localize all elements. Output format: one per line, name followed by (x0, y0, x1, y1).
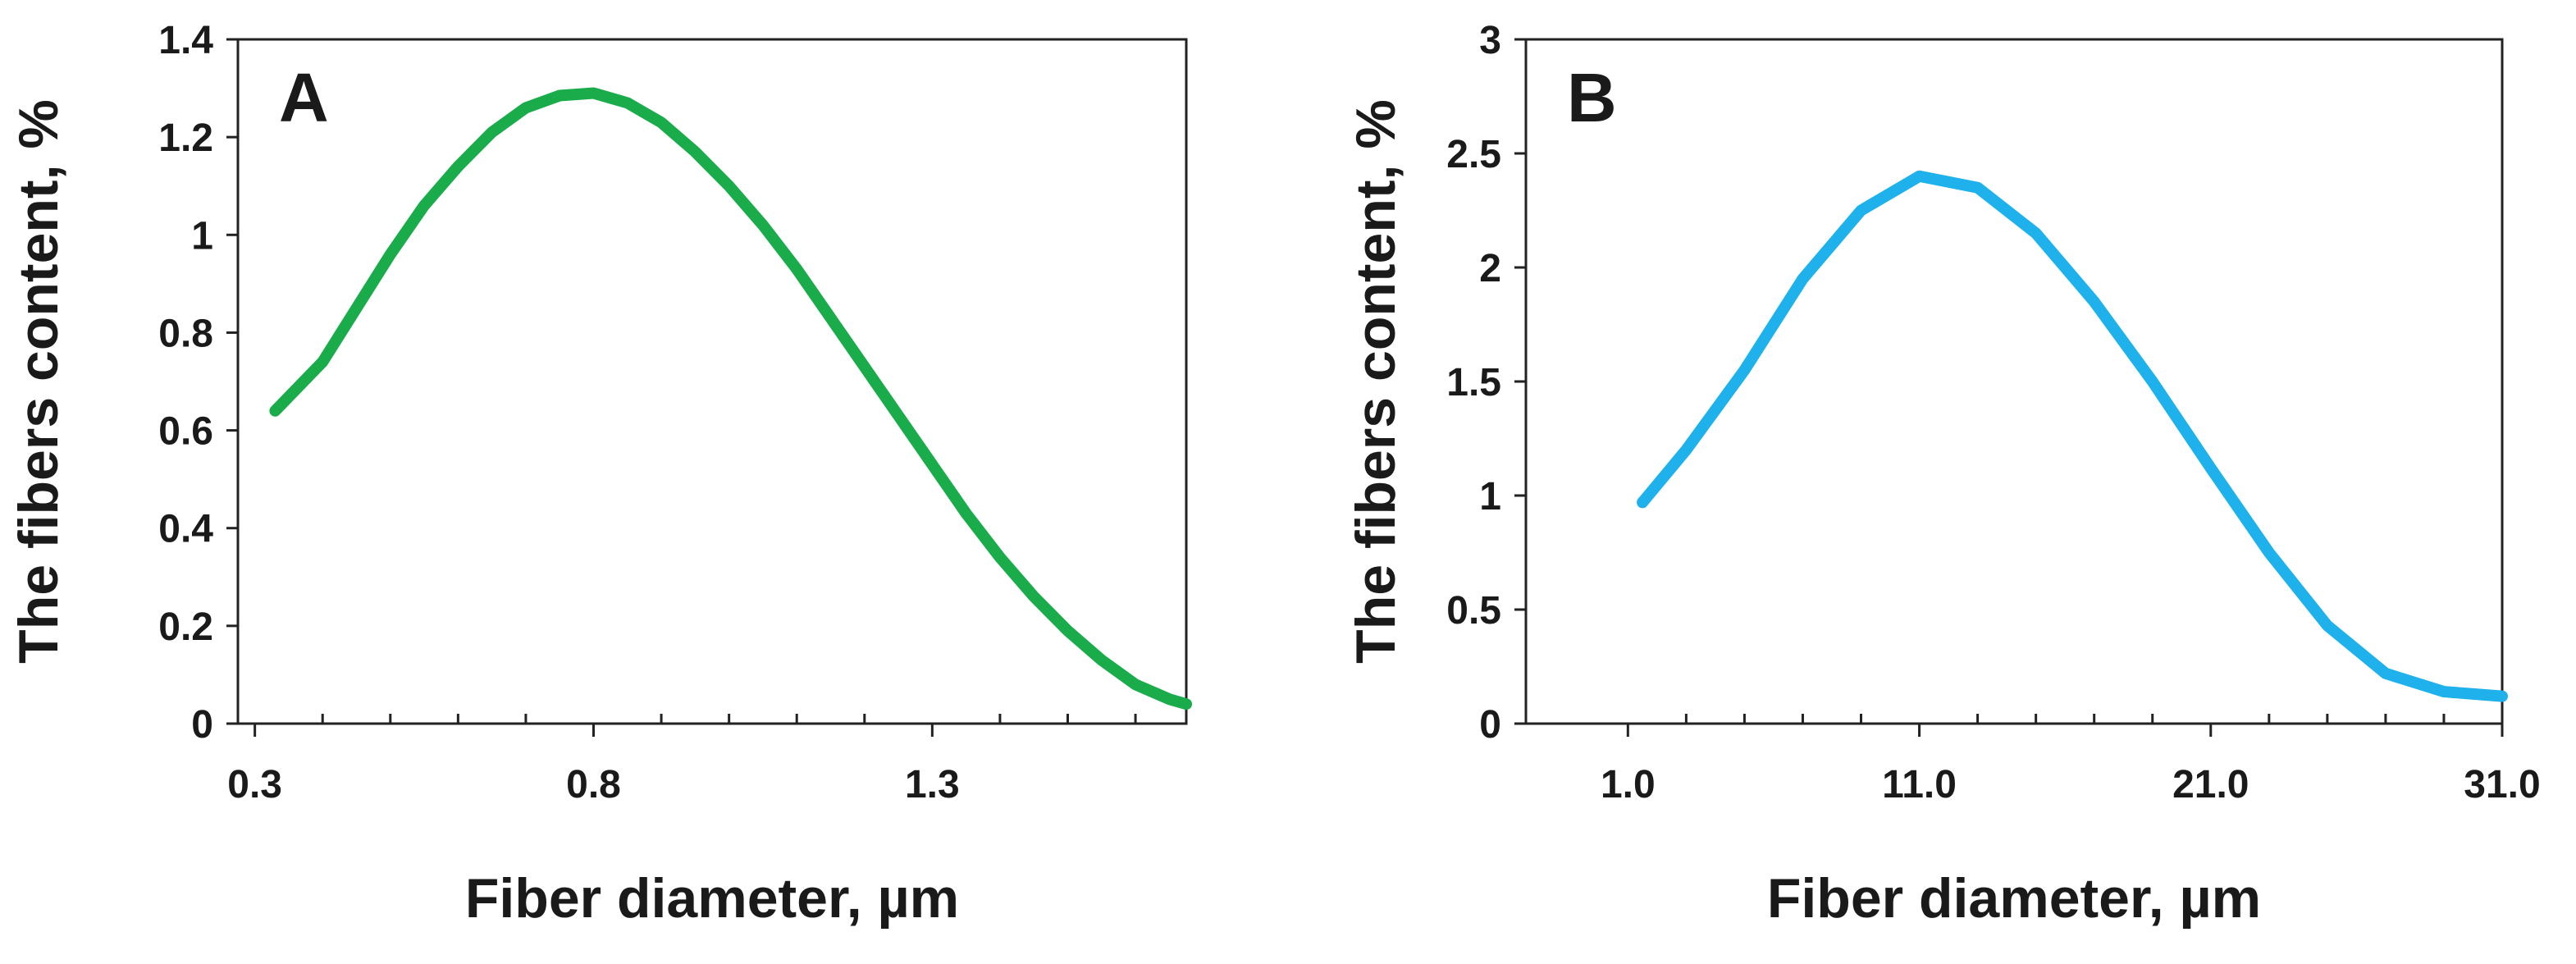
x-tick-label: 31.0 (2464, 763, 2540, 806)
line-series (269, 87, 1192, 710)
y-tick-label: 0.5 (1446, 589, 1501, 633)
x-tick-label: 0.3 (227, 763, 282, 806)
x-axis-title: Fiber diameter, µm (1767, 867, 2261, 930)
y-tick-label: 1.5 (1446, 361, 1501, 404)
y-tick-label: 0.2 (158, 605, 213, 649)
panel-letter: B (1567, 59, 1617, 136)
plot-frame (236, 38, 1188, 725)
y-tick-label: 1 (191, 214, 213, 258)
y-axis-title: The fibers content, % (1345, 99, 1407, 664)
x-tick-label: 1.0 (1601, 763, 1656, 806)
y-tick-label: 0 (191, 703, 213, 747)
y-tick-label: 3 (1479, 19, 1501, 62)
x-tick-label: 1.3 (905, 763, 960, 806)
y-tick-label: 2 (1479, 247, 1501, 290)
x-axis-title: Fiber diameter, µm (465, 867, 959, 930)
y-tick-label: 0.4 (158, 508, 213, 551)
y-tick-label: 1 (1479, 475, 1501, 519)
y-tick-label: 2.5 (1446, 133, 1501, 176)
x-tick-label: 0.8 (566, 763, 621, 806)
x-tick-label: 11.0 (1882, 763, 1957, 806)
y-tick-label: 1.4 (158, 19, 213, 62)
y-tick-label: 0 (1479, 703, 1501, 747)
y-tick-label: 0.6 (158, 410, 213, 454)
y-tick-label: 0.8 (158, 312, 213, 355)
x-tick-label: 21.0 (2172, 763, 2249, 806)
line-series (1637, 170, 2508, 702)
plot-frame (1524, 38, 2504, 725)
y-tick-label: 1.2 (158, 117, 213, 160)
y-axis-title: The fibers content, % (7, 99, 70, 664)
panel-letter: A (279, 59, 329, 136)
